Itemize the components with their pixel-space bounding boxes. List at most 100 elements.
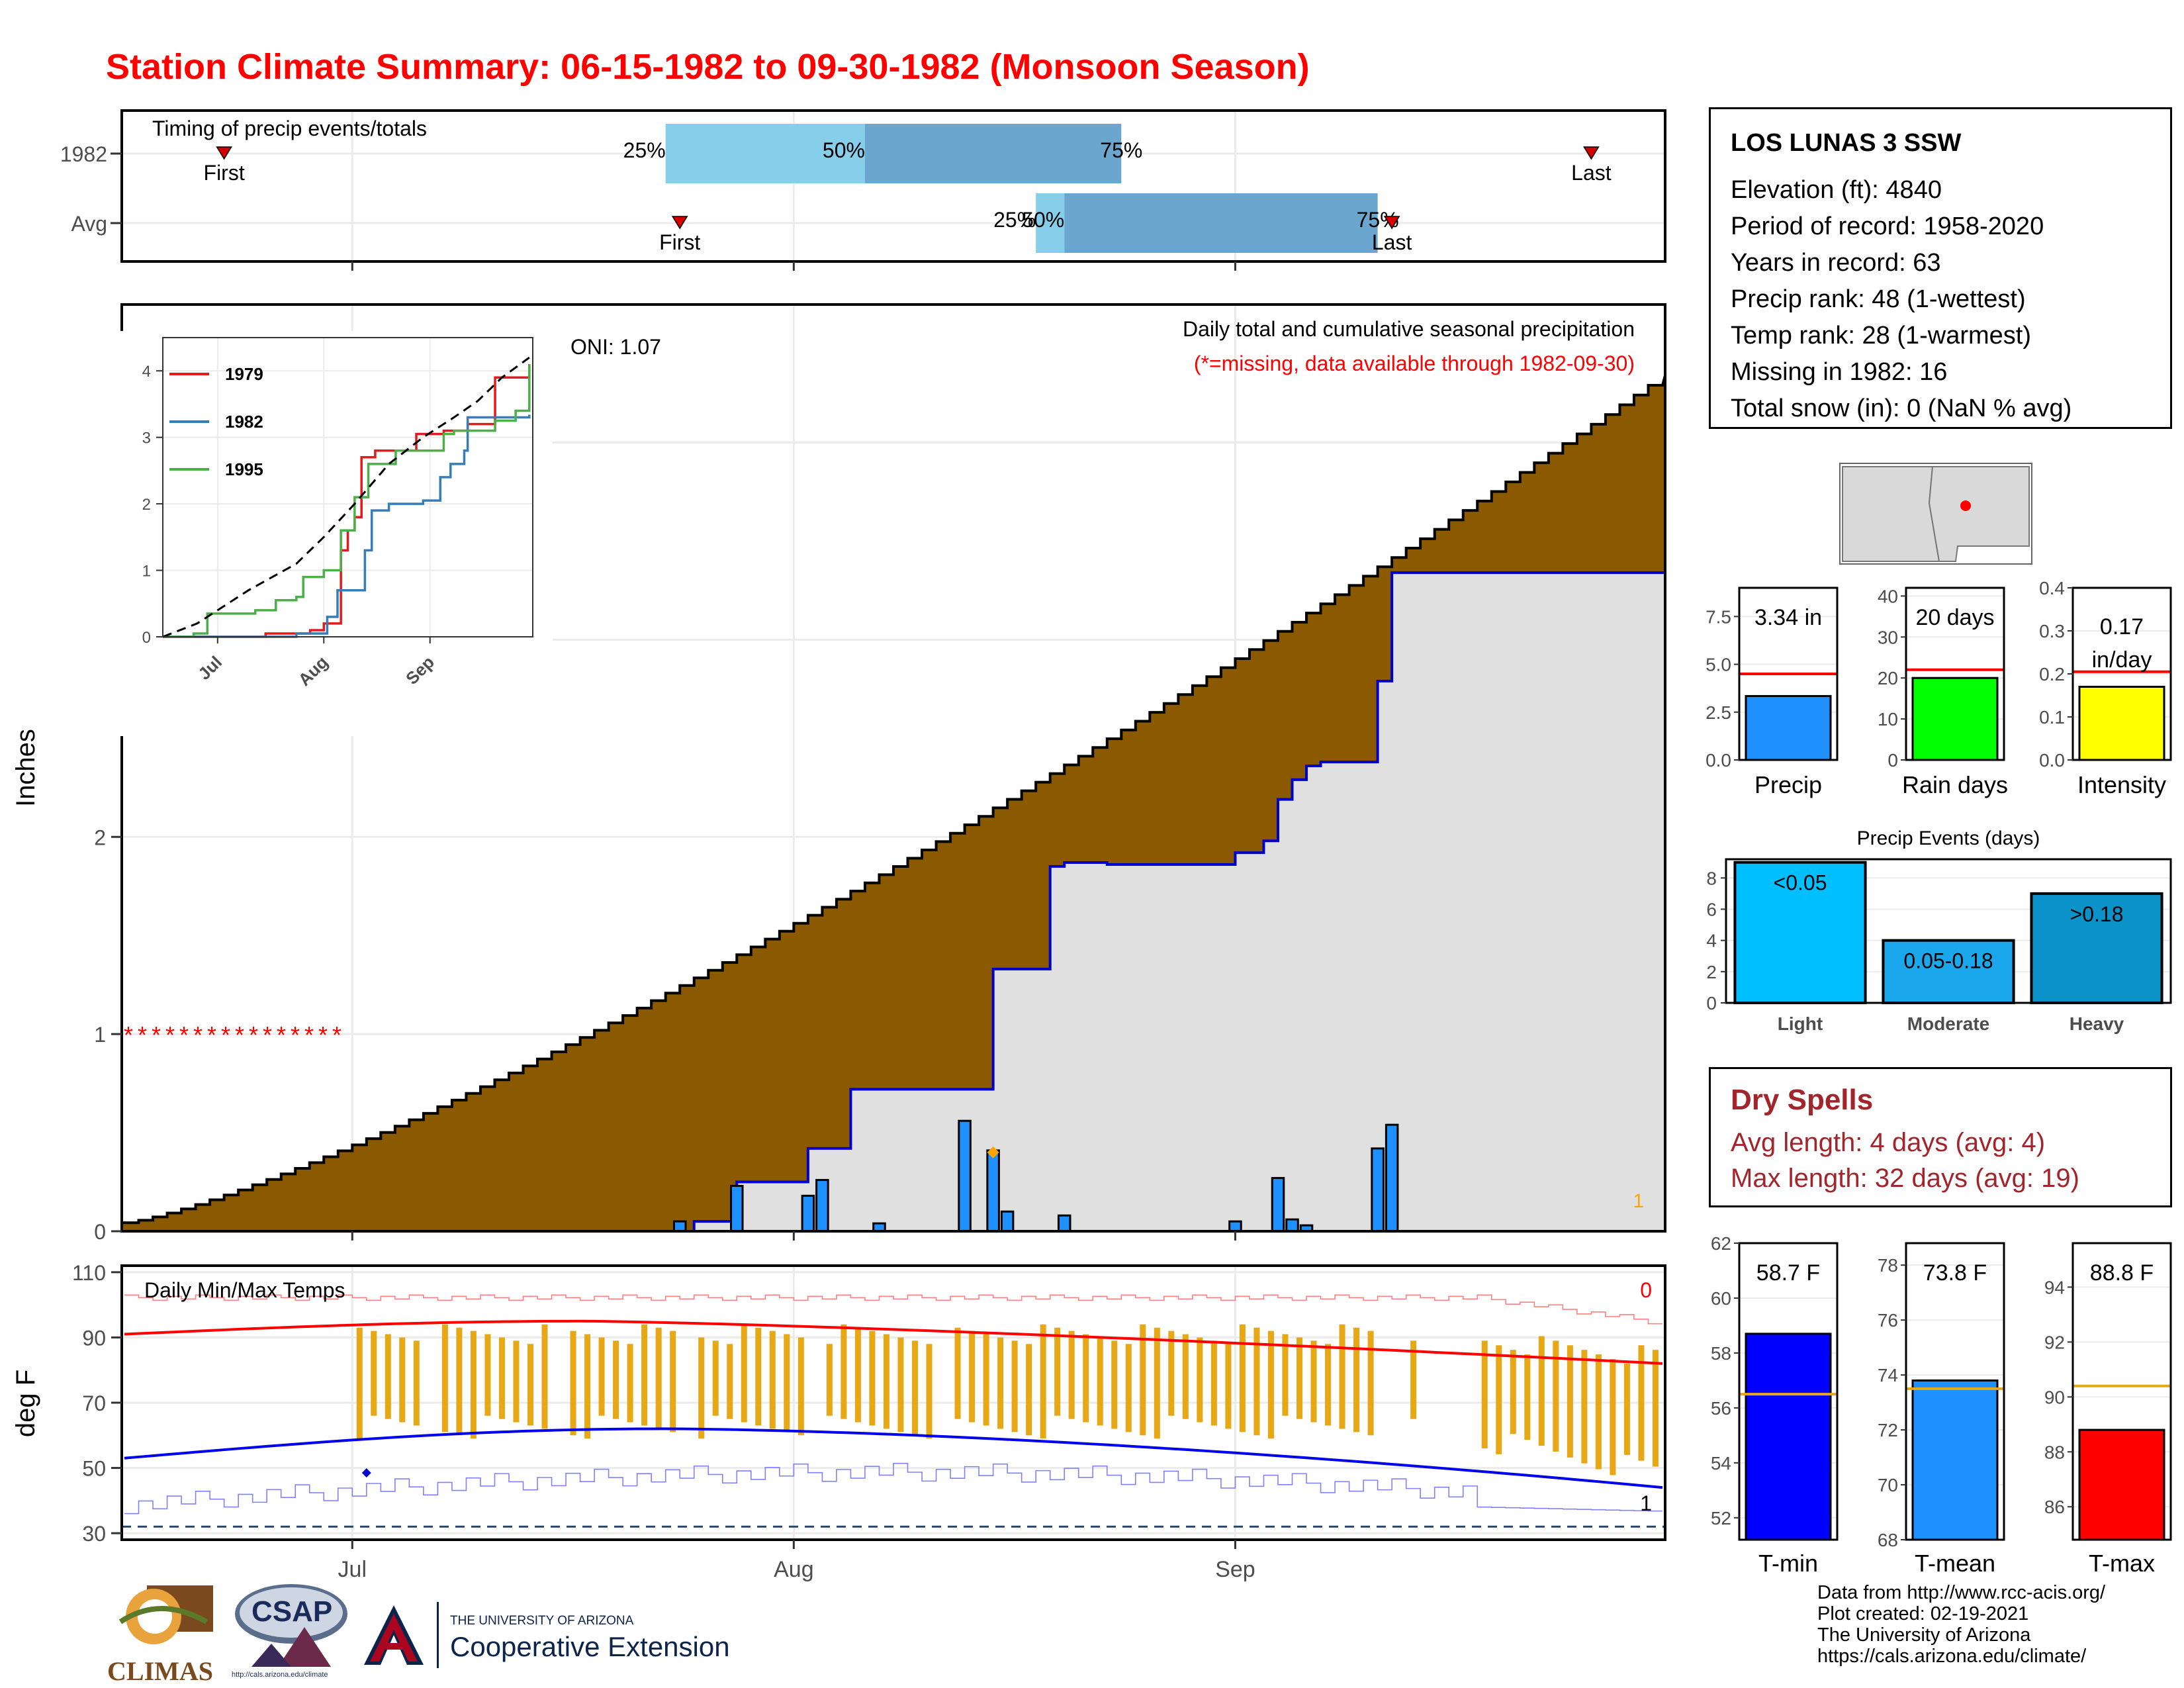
inset-y-tick-label: 0	[142, 629, 151, 647]
credit-url: https://cals.arizona.edu/climate/	[1817, 1646, 2087, 1667]
tmean_gauge-y-tick-label: 76	[1878, 1310, 1898, 1331]
timing-label-last: Last	[1372, 230, 1412, 254]
map-state-nm	[1928, 466, 2030, 562]
precip_gauge-value-label: 3.34 in	[1754, 605, 1822, 630]
daily-temp-bar	[356, 1327, 363, 1439]
daily-temp-bar	[1097, 1337, 1103, 1426]
temps-y-tick-label: 30	[82, 1522, 106, 1546]
daily-precip-bar	[815, 1179, 829, 1233]
precip-subtitle: (*=missing, data available through 1982-…	[1194, 352, 1635, 375]
daily-temp-bar	[1567, 1345, 1573, 1458]
timing-label-50: 50%	[823, 138, 865, 162]
missing-marker: *	[179, 1021, 189, 1049]
daily-precip-bar	[1057, 1214, 1071, 1233]
daily-temp-bar	[527, 1344, 534, 1426]
missing-marker: *	[235, 1021, 244, 1049]
daily-precip-bar	[672, 1220, 687, 1233]
daily-temp-bar	[1083, 1334, 1089, 1423]
climas-logo-text: CLIMAS	[107, 1656, 214, 1686]
intensity_gauge-x-label: Intensity	[2077, 771, 2166, 798]
daily-temp-bar	[1210, 1340, 1217, 1426]
dry-spells-box: Dry Spells Avg length: 4 days (avg: 4) M…	[1709, 1067, 2172, 1207]
timing-bar-25-50	[1036, 193, 1065, 253]
raindays_gauge-y-tick-label: 20	[1878, 668, 1898, 688]
inset-legend-label: 1982	[225, 412, 263, 432]
raindays_gauge-y-tick-label: 30	[1878, 627, 1898, 647]
inset-y-tick-label: 2	[142, 496, 151, 514]
daily-temp-bar	[1182, 1334, 1189, 1419]
inset-series-1979	[163, 364, 531, 638]
max-precip-marker	[987, 1146, 999, 1158]
daily-temp-bar	[1638, 1345, 1645, 1461]
record-low-line	[124, 1462, 1662, 1515]
precip-y-axis-label: Inches	[11, 729, 40, 807]
daily-temp-bar	[854, 1327, 861, 1423]
precip-y-tick-label: 0	[94, 1220, 106, 1244]
temps-y-tick-label: 50	[82, 1457, 106, 1481]
events-title: Precip Events (days)	[1857, 827, 2040, 849]
daily-temp-bar	[1581, 1350, 1588, 1464]
daily-precip-bar	[958, 1119, 972, 1233]
inset-avg-line	[162, 356, 530, 638]
events-y-tick-label: 6	[1706, 899, 1717, 919]
timing-marker-last	[1583, 146, 1600, 160]
tmin_gauge-x-label: T-min	[1758, 1550, 1818, 1577]
daily-temp-bar	[627, 1344, 633, 1423]
cumulative-1982-area	[680, 573, 1665, 1231]
missing-marker: *	[304, 1021, 314, 1049]
daily-temp-bar	[869, 1331, 876, 1426]
daily-temp-bar	[1267, 1331, 1274, 1439]
station-years: Years in record: 63	[1731, 249, 1941, 277]
events-category-label: Moderate	[1907, 1013, 1989, 1034]
daily-temp-bar	[784, 1334, 790, 1432]
daily-temp-bar	[413, 1340, 420, 1426]
timing-row-label: Avg	[71, 212, 107, 236]
ua-small-text: THE UNIVERSITY OF ARIZONA	[450, 1614, 634, 1628]
inset-legend-label: 1995	[225, 459, 263, 479]
tmin_gauge-y-tick-label: 52	[1711, 1508, 1731, 1528]
precip_gauge-y-tick-label: 7.5	[1706, 606, 1731, 627]
timing-title: Timing of precip events/totals	[152, 117, 427, 140]
ua-logo: THE UNIVERSITY OF ARIZONA Cooperative Ex…	[361, 1602, 745, 1675]
inset-y-tick-label: 4	[142, 363, 151, 381]
daily-temp-bar	[385, 1334, 391, 1419]
daily-temp-bar	[1595, 1354, 1602, 1470]
climas-emblem-icon	[118, 1585, 213, 1644]
inset-legend-label: 1979	[225, 364, 263, 384]
daily-temp-bar	[1367, 1331, 1374, 1436]
daily-precip-bar	[1271, 1177, 1285, 1233]
daily-temp-bar	[1197, 1337, 1203, 1423]
precip-panel: * * * * * * * * * * * * * * * *Daily total and cumulati…	[11, 303, 1666, 1244]
raindays_gauge-y-tick-label: 40	[1878, 586, 1898, 606]
missing-marker: *	[249, 1021, 258, 1049]
daily-temp-bar	[1410, 1340, 1417, 1419]
credits: Data from http://www.rcc-acis.org/ Plot …	[1817, 1582, 2105, 1667]
temps-x-tick-label: Sep	[1215, 1557, 1255, 1582]
timing-label-first: First	[204, 161, 245, 185]
daily-precip-bar	[801, 1194, 815, 1233]
credit-university: The University of Arizona	[1817, 1624, 2031, 1646]
tmin_gauge-y-tick-label: 56	[1711, 1398, 1731, 1419]
climas-logo: CLIMAS	[107, 1582, 220, 1685]
events-bar-label: >0.18	[2070, 902, 2124, 926]
daily-temp-bar	[797, 1337, 804, 1436]
tmean_gauge-y-tick-label: 74	[1878, 1365, 1898, 1385]
missing-marker: *	[207, 1021, 216, 1049]
tmax_gauge-y-tick-label: 86	[2044, 1497, 2065, 1517]
daily-temp-bar	[727, 1344, 733, 1419]
daily-temp-bar	[1353, 1327, 1360, 1432]
daily-precip-bar	[986, 1149, 1000, 1233]
daily-temp-bar	[1026, 1344, 1032, 1436]
daily-temp-bar	[541, 1324, 548, 1429]
daily-precip-bar	[1228, 1220, 1242, 1233]
tmax_gauge-value-label: 88.8 F	[2090, 1260, 2154, 1286]
tmax_gauge-y-tick-label: 90	[2044, 1387, 2065, 1407]
daily-precip-bar	[1385, 1123, 1399, 1233]
csap-cloud-icon	[235, 1584, 347, 1667]
daily-temp-bar	[883, 1334, 889, 1429]
daily-temp-bar	[969, 1331, 976, 1423]
tmin_gauge-value-bar	[1745, 1333, 1832, 1541]
daily-temp-bar	[1296, 1337, 1303, 1419]
